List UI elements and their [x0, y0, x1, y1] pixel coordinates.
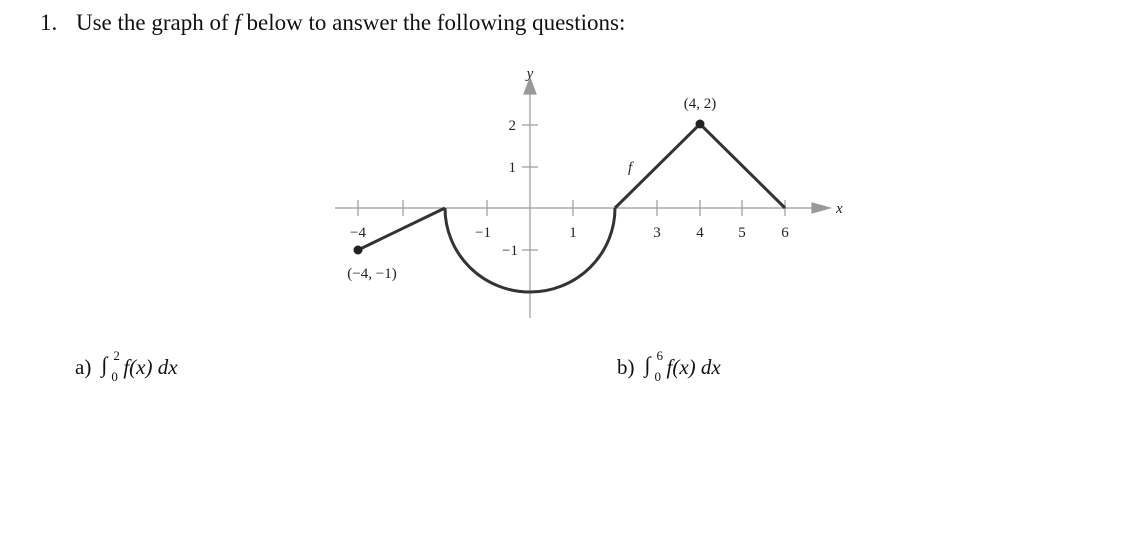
point-label: (−4, −1)	[347, 266, 396, 282]
point	[695, 119, 705, 129]
y-tick-label: −1	[502, 243, 518, 259]
lower-limit: 0	[654, 369, 662, 384]
upper-limit: 6	[656, 348, 664, 363]
lower-limit: 0	[111, 369, 118, 384]
part: b) ∫ 6 0 f(x) dx	[617, 348, 721, 384]
integral: ∫ 6 0 f(x) dx	[644, 348, 721, 384]
question-variable: f	[234, 10, 241, 35]
integrand: f(x) dx	[666, 355, 721, 379]
x-tick-label: 5	[738, 225, 746, 241]
function-label: f	[628, 160, 634, 176]
x-label: x	[835, 201, 843, 217]
y-label: y	[525, 66, 534, 82]
question-number: 1.	[40, 10, 58, 35]
x-arrow	[811, 202, 833, 214]
point	[353, 245, 363, 255]
x-tick-label: −4	[350, 225, 366, 241]
point-label: (4, 2)	[684, 96, 717, 112]
part: a) ∫ 2 0 f(x) dx	[75, 348, 178, 384]
x-tick-label: 4	[696, 225, 704, 241]
x-tick-label: 1	[569, 225, 577, 241]
y-arrow	[523, 76, 537, 95]
upper-limit: 2	[113, 348, 120, 363]
question-text: Use the graph of	[76, 10, 235, 35]
y-tick-label: 2	[509, 118, 517, 134]
part-label: a)	[75, 355, 92, 379]
x-tick-label: 3	[653, 225, 661, 241]
x-tick-label: 6	[781, 225, 789, 241]
y-tick-label: 1	[509, 160, 517, 176]
question-text: below to answer the following questions:	[240, 10, 626, 35]
part-label: b)	[617, 355, 635, 379]
x-tick-label: −1	[475, 225, 491, 241]
question: 1. Use the graph of f below to answer the…	[40, 10, 625, 36]
integral: ∫ 2 0 f(x) dx	[101, 348, 178, 384]
tick-marks	[357, 124, 786, 251]
integrand: f(x) dx	[123, 355, 178, 379]
